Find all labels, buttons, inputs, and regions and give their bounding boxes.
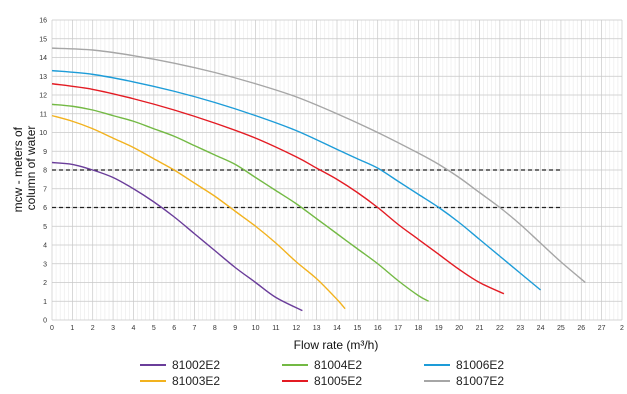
legend: 81002E2 81003E2 81004E2 81005E2 81006E2 81007… [140, 358, 504, 388]
series-line-81005E2 [51, 83, 505, 295]
y-tick-label: 15 [39, 36, 47, 43]
x-tick-label: 27 [598, 325, 606, 332]
x-axis-label: Flow rate (m³/h) [294, 338, 379, 352]
y-axis-label-line-2: column of water [24, 126, 38, 211]
reference-lines [52, 169, 561, 209]
x-tick-label: 19 [435, 325, 443, 332]
series-line-81003E2 [51, 114, 346, 310]
x-tick-label: 25 [557, 325, 565, 332]
legend-item-81003E2: 81003E2 [140, 374, 220, 388]
legend-item-81007E2: 81007E2 [424, 374, 504, 388]
x-tick-label: 9 [233, 325, 237, 332]
x-tick-label: 12 [292, 325, 300, 332]
y-tick-label: 3 [43, 261, 47, 268]
x-tick-label: 15 [353, 325, 361, 332]
y-tick-label: 7 [43, 186, 47, 193]
x-tick-label: 17 [394, 325, 402, 332]
x-tick-label: 7 [193, 325, 197, 332]
legend-label: 81003E2 [172, 374, 220, 388]
x-tick-label: 6 [172, 325, 176, 332]
series-line-81006E2 [51, 69, 542, 291]
x-tick-label: 21 [476, 325, 484, 332]
x-tick-label: 3 [111, 325, 115, 332]
legend-item-81005E2: 81005E2 [282, 374, 362, 388]
legend-label: 81002E2 [172, 358, 220, 372]
legend-item-81006E2: 81006E2 [424, 358, 504, 372]
y-tick-label: 5 [43, 224, 47, 231]
y-tick-label: 8 [43, 168, 47, 175]
y-tick-label: 14 [39, 55, 47, 62]
x-tick-label: 8 [213, 325, 217, 332]
x-tick-label: 4 [131, 325, 135, 332]
x-tick-label: 10 [252, 325, 260, 332]
x-tick-label: 22 [496, 325, 504, 332]
x-tick-label: 14 [333, 325, 341, 332]
y-tick-label: 0 [43, 318, 47, 325]
x-tick-label: 24 [537, 325, 545, 332]
y-tick-label: 6 [43, 205, 47, 212]
x-tick-label: 16 [374, 325, 382, 332]
y-tick-label: 1 [43, 299, 47, 306]
y-tick-label: 4 [43, 243, 47, 250]
legend-item-81002E2: 81002E2 [140, 358, 220, 372]
legend-item-81004E2: 81004E2 [282, 358, 362, 372]
x-tick-label: 11 [272, 325, 279, 332]
x-tick-label: 2 [91, 325, 95, 332]
y-axis-label: mcw - meters of column of water [11, 124, 38, 213]
y-tick-label: 13 [39, 74, 47, 81]
y-tick-label: 2 [43, 280, 47, 287]
series-line-81007E2 [51, 47, 586, 284]
y-tick-label: 10 [39, 130, 47, 137]
y-tick-label: 11 [40, 111, 47, 118]
legend-label: 81006E2 [456, 358, 504, 372]
x-tick-label: 20 [455, 325, 463, 332]
series-line-81004E2 [51, 103, 429, 302]
x-tick-label: 18 [415, 325, 423, 332]
x-tick-label: 0 [50, 325, 54, 332]
x-tick-label: 2 [620, 325, 624, 332]
legend-label: 81007E2 [456, 374, 504, 388]
x-axis-ticks: 0 1 2 3 4 5 6 7 8 9 10 11 12 13 14 15 16 17 18 19 20 21 22 23 24… [50, 325, 624, 332]
legend-label: 81004E2 [314, 358, 362, 372]
x-tick-label: 23 [516, 325, 524, 332]
y-tick-label: 16 [39, 18, 47, 25]
legend-label: 81005E2 [314, 374, 362, 388]
y-tick-label: 9 [43, 149, 47, 156]
x-tick-label: 13 [313, 325, 321, 332]
series-lines [51, 47, 586, 312]
y-axis-label-line-1: mcw - meters of [11, 126, 25, 212]
y-tick-label: 12 [39, 93, 47, 100]
x-tick-label: 26 [577, 325, 585, 332]
x-tick-label: 5 [152, 325, 156, 332]
x-tick-label: 1 [70, 325, 74, 332]
series-line-81002E2 [51, 161, 303, 312]
